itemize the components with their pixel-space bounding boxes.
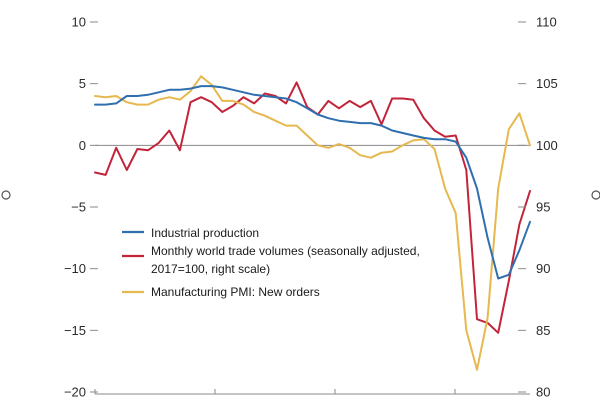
series-line-industrial-production — [94, 85, 531, 280]
series-line-manufacturing-pmi-new-orders — [94, 75, 531, 371]
legend-label: Manufacturing PMI: New orders — [151, 285, 320, 299]
right-tick-label: 85 — [536, 323, 550, 338]
right-tick-label: 100 — [536, 138, 558, 153]
right-tick-label: 105 — [536, 76, 558, 91]
right-tick-label: 95 — [536, 200, 550, 215]
legend-label: Industrial production — [151, 226, 259, 240]
left-tick-label: −20 — [64, 385, 86, 400]
legend-label: Monthly world trade volumes (seasonally … — [151, 244, 420, 258]
left-tick-label: 0 — [79, 138, 86, 153]
left-tick-label: 10 — [72, 15, 86, 30]
left-tick-label: 5 — [79, 76, 86, 91]
edge-marks — [1, 190, 600, 200]
series-layer — [94, 75, 531, 371]
left-tick-label: −5 — [71, 200, 86, 215]
legend-label-continued: 2017=100, right scale) — [151, 262, 270, 276]
left-edge-circle — [1, 190, 11, 200]
right-tick-label: 80 — [536, 385, 550, 400]
left-tick-label: −10 — [64, 261, 86, 276]
right-tick-label: 110 — [536, 15, 557, 30]
right-tick-label: 90 — [536, 261, 550, 276]
right-edge-circle — [591, 190, 600, 200]
left-tick-label: −15 — [64, 323, 86, 338]
legend: Industrial production Monthly world trade… — [122, 226, 420, 299]
